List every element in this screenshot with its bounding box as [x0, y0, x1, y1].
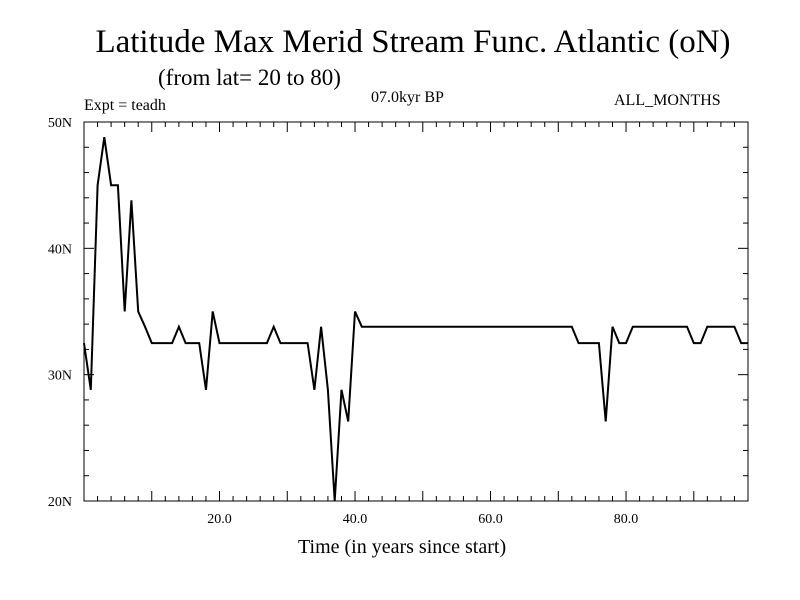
plot-frame	[83, 121, 749, 502]
x-axis-label: Time (in years since start)	[298, 536, 507, 558]
x-tick-label: 80.0	[614, 512, 639, 527]
y-tick-label: 30N	[48, 369, 72, 384]
x-tick-label: 20.0	[207, 512, 232, 527]
y-tick-label: 50N	[48, 116, 72, 131]
axis-tick-labels: 20.0 40.0 60.0 80.0 20N 30N 40N 50N	[48, 116, 638, 527]
y-tick-label: 20N	[48, 495, 72, 510]
chart-title: Latitude Max Merid Stream Func. Atlantic…	[95, 24, 731, 60]
axis-ticks	[84, 122, 748, 501]
chart-subtitle: (from lat= 20 to 80)	[158, 65, 341, 90]
months-label: ALL_MONTHS	[614, 92, 721, 109]
experiment-label: Expt = teadh	[84, 97, 166, 114]
series-line	[83, 137, 748, 502]
x-tick-label: 60.0	[478, 512, 503, 527]
y-tick-label: 40N	[48, 242, 72, 257]
x-tick-label: 40.0	[343, 512, 368, 527]
period-label: 07.0kyr BP	[371, 89, 444, 106]
